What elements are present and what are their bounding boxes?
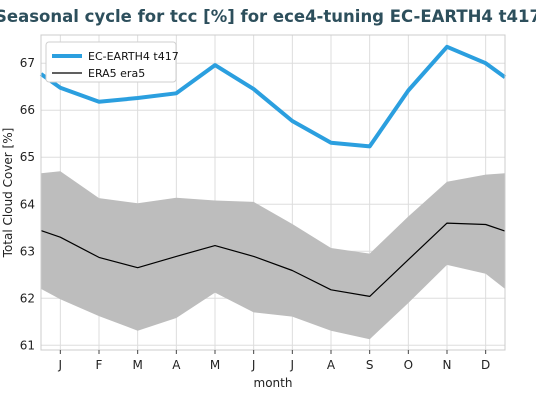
series-lines [39,44,507,297]
legend: EC-EARTH4 t417 ERA5 era5 [45,41,179,83]
x-tick-label: N [443,358,452,372]
y-axis-label: Total Cloud Cover [%] [1,128,15,259]
legend-label-era5: ERA5 era5 [88,67,145,80]
y-tick-label: 64 [20,197,35,211]
x-tick-label: F [96,358,103,372]
era5-spread-band [41,171,505,340]
era5-line [40,222,506,297]
legend-label-ec-earth4: EC-EARTH4 t417 [88,50,179,63]
x-tick-label: A [172,358,181,372]
chart-title: Seasonal cycle for tcc [%] for ece4-tuni… [0,7,536,26]
plot-frame [40,34,506,351]
y-tick-label: 61 [20,338,35,352]
x-axis-label: month [254,376,293,390]
x-tick-label: M [210,358,220,372]
x-tick-label: J [290,358,295,372]
x-tick-label: J [251,358,256,372]
ec-earth4-line [39,44,507,149]
y-tick-label: 65 [20,150,35,164]
y-tick-label: 63 [20,244,35,258]
spread-band [41,171,505,340]
y-axis-ticks: 61 62 63 64 65 66 67 [20,56,35,352]
x-tick-label: D [481,358,490,372]
y-tick-label: 67 [20,56,35,70]
x-tick-label: A [327,358,336,372]
x-tick-label: M [132,358,142,372]
y-tick-label: 62 [20,291,35,305]
y-tick-label: 66 [20,103,35,117]
legend-box [45,41,177,83]
x-tick-label: O [404,358,413,372]
x-tick-label: J [58,358,63,372]
x-tick-label: S [366,358,374,372]
